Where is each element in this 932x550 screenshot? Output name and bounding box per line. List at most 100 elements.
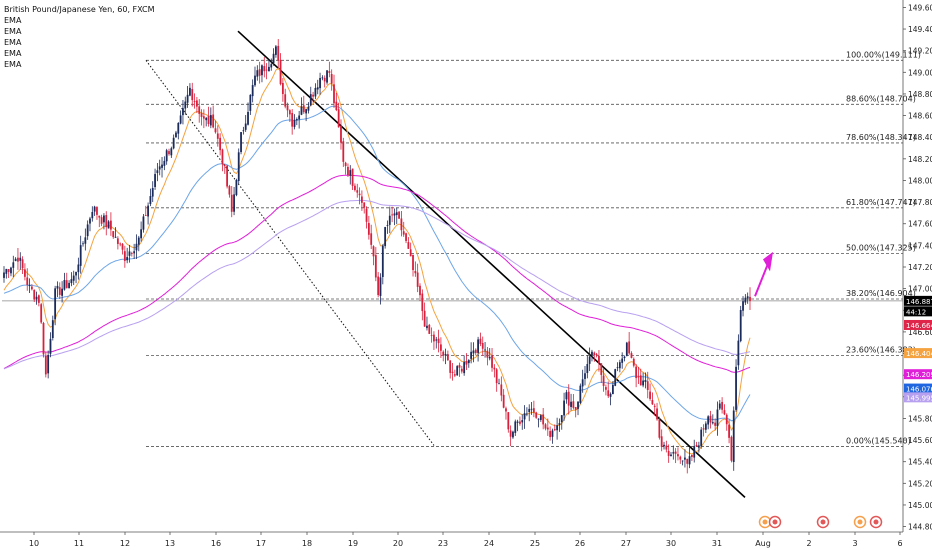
candle-body xyxy=(393,213,396,216)
candle-body xyxy=(5,268,8,274)
candle-body xyxy=(261,65,263,76)
candle-body xyxy=(605,387,607,390)
ema-label[interactable]: EMA xyxy=(4,16,22,25)
candle-body xyxy=(616,367,619,369)
candle-body xyxy=(481,342,484,349)
candle-body xyxy=(19,257,22,261)
candle-body xyxy=(54,288,57,320)
candle-body xyxy=(177,123,180,134)
candle-body xyxy=(621,358,624,363)
candle-body xyxy=(28,284,31,287)
candle-body xyxy=(300,106,303,115)
candle-body xyxy=(337,109,340,128)
y-tick-label: 149.600 xyxy=(908,3,932,12)
candle-body xyxy=(746,296,749,299)
candle-body xyxy=(326,70,328,83)
candle-body xyxy=(677,454,679,457)
candle-body xyxy=(635,366,638,379)
candle-body xyxy=(79,245,82,266)
ema-label[interactable]: EMA xyxy=(4,60,22,69)
y-tick-label: 145.600 xyxy=(908,436,932,445)
projection-arrow-layer xyxy=(754,251,773,297)
price-badge-label: 146.887 xyxy=(906,298,932,306)
ema-label[interactable]: EMA xyxy=(4,49,22,58)
candle-body xyxy=(542,414,545,425)
fib-level-label: 38.20%(146.904) xyxy=(846,289,916,298)
candle-body xyxy=(75,271,77,276)
ema-line xyxy=(3,105,751,422)
candle-body xyxy=(344,162,347,167)
candle-body xyxy=(114,236,117,238)
x-tick-label: 18 xyxy=(302,539,312,548)
candle-body xyxy=(321,77,324,79)
candle-body xyxy=(47,355,50,374)
candle-body xyxy=(214,128,217,133)
ema-label[interactable]: EMA xyxy=(4,27,22,36)
candle-body xyxy=(333,84,335,104)
candle-body xyxy=(374,255,377,278)
y-tick-label: 147.600 xyxy=(908,220,932,229)
candle-body xyxy=(519,421,521,424)
candle-body xyxy=(660,436,663,447)
candle-body xyxy=(472,350,475,354)
y-tick-label: 148.000 xyxy=(908,176,932,185)
candle-body xyxy=(219,137,222,151)
candle-body xyxy=(305,109,308,114)
x-tick-label: 3 xyxy=(852,539,857,548)
candle-body xyxy=(354,185,356,191)
candle-body xyxy=(442,351,445,356)
candle-body xyxy=(416,272,419,287)
candle-body xyxy=(395,212,398,216)
candle-body xyxy=(623,356,626,359)
candle-body xyxy=(209,115,212,126)
candle-body xyxy=(293,120,296,127)
candle-body xyxy=(665,445,668,450)
x-tick-label: Aug xyxy=(755,539,771,548)
candle-body xyxy=(342,141,345,162)
candle-body xyxy=(135,243,138,251)
candle-body xyxy=(495,369,498,384)
event-flag-icon-dot xyxy=(873,519,879,525)
candle-body xyxy=(182,108,184,116)
candle-body xyxy=(186,94,189,103)
candle-body xyxy=(172,137,175,149)
candle-body xyxy=(563,400,565,416)
candle-body xyxy=(684,457,686,460)
candle-body xyxy=(528,408,531,412)
y-tick-label: 148.400 xyxy=(908,133,932,142)
y-tick-label: 149.200 xyxy=(908,47,932,56)
price-badge-label: 146.209 xyxy=(906,371,932,379)
candle-body xyxy=(618,362,621,369)
fib-level-label: 78.60%(148.347) xyxy=(846,133,916,142)
candle-body xyxy=(233,194,235,212)
candle-body xyxy=(474,349,477,353)
candle-body xyxy=(484,349,486,351)
ema-lines-layer xyxy=(3,67,751,455)
candle-body xyxy=(500,384,503,396)
candle-body xyxy=(433,334,435,342)
y-tick-label: 149.000 xyxy=(908,68,932,77)
candle-body xyxy=(558,423,561,425)
candle-body xyxy=(405,233,407,241)
candle-body xyxy=(742,301,744,311)
candle-body xyxy=(24,269,26,277)
ema-line xyxy=(3,67,751,455)
y-tick-label: 148.600 xyxy=(908,112,932,121)
candle-body xyxy=(463,362,466,374)
candle-body xyxy=(221,149,224,165)
y-tick-label: 145.800 xyxy=(908,414,932,423)
candle-body xyxy=(288,110,291,115)
ema-label[interactable]: EMA xyxy=(4,38,22,47)
candle-body xyxy=(84,237,87,244)
candle-body xyxy=(12,262,15,268)
candle-body xyxy=(430,334,433,336)
y-tick-label: 147.000 xyxy=(908,285,932,294)
price-badge-label: 146.076 xyxy=(906,386,932,394)
fib-level-label: 88.60%(148.704) xyxy=(846,94,916,103)
candle-body xyxy=(649,391,651,399)
candle-body xyxy=(456,366,459,376)
candle-body xyxy=(226,165,229,187)
candle-body xyxy=(286,105,289,111)
candle-body xyxy=(595,354,598,355)
